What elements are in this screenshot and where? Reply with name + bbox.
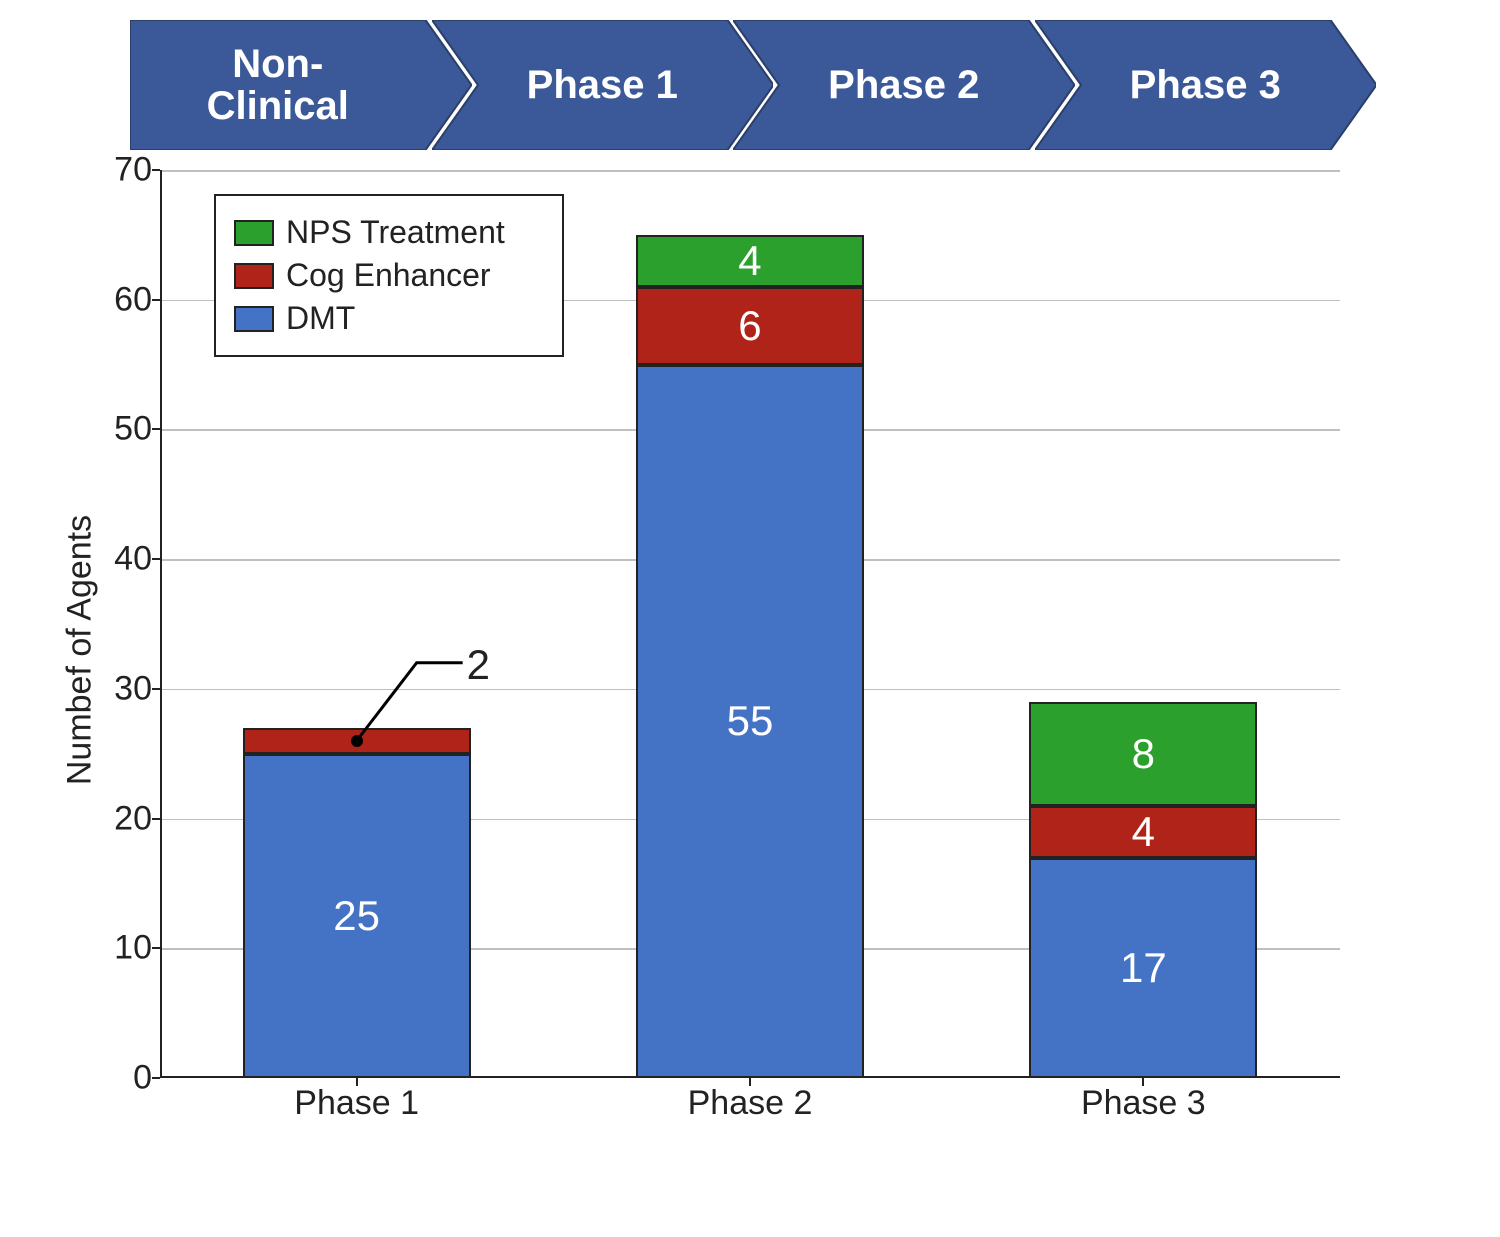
y-tick-label: 20 <box>114 799 152 838</box>
phase-chevron-label: Phase 3 <box>1035 20 1331 150</box>
y-tick-mark <box>152 299 160 301</box>
legend-label: DMT <box>286 300 355 337</box>
legend-label: NPS Treatment <box>286 214 505 251</box>
y-tick-mark <box>152 818 160 820</box>
x-tick-mark <box>749 1078 751 1086</box>
x-tick-label: Phase 3 <box>947 1084 1340 1123</box>
y-tick-label: 10 <box>114 929 152 968</box>
y-tick-mark <box>152 169 160 171</box>
legend-label: Cog Enhancer <box>286 257 491 294</box>
y-tick-label: 0 <box>133 1059 152 1098</box>
y-axis: 010203040506070 <box>60 170 160 1078</box>
y-tick-mark <box>152 428 160 430</box>
callout-dot <box>351 735 363 747</box>
phase-chevron-label: Non-Clinical <box>130 20 426 150</box>
y-tick-mark <box>152 1077 160 1079</box>
y-tick-mark <box>152 947 160 949</box>
y-tick-label: 40 <box>114 540 152 579</box>
y-tick-label: 30 <box>114 669 152 708</box>
legend-swatch <box>234 220 274 246</box>
x-tick-label: Phase 2 <box>553 1084 946 1123</box>
legend: NPS Treatment Cog Enhancer DMT <box>214 194 564 357</box>
x-tick-label: Phase 1 <box>160 1084 553 1123</box>
legend-swatch <box>234 306 274 332</box>
chevron-row: Non-ClinicalPhase 1Phase 2Phase 3 <box>130 20 1340 160</box>
y-tick-mark <box>152 688 160 690</box>
y-tick-label: 60 <box>114 280 152 319</box>
x-tick-mark <box>1142 1078 1144 1086</box>
phase-chevron: Phase 2 <box>733 20 1075 150</box>
legend-item: Cog Enhancer <box>234 257 544 294</box>
phase-chevron: Phase 1 <box>432 20 774 150</box>
x-tick-mark <box>356 1078 358 1086</box>
chart-container: Non-ClinicalPhase 1Phase 2Phase 3 Numbef… <box>60 20 1340 1210</box>
y-tick-label: 50 <box>114 410 152 449</box>
phase-chevron: Non-Clinical <box>130 20 472 150</box>
legend-item: DMT <box>234 300 544 337</box>
y-tick-label: 70 <box>114 151 152 190</box>
y-tick-mark <box>152 558 160 560</box>
plot-area: Numbef of Agents 010203040506070 2555641… <box>160 170 1340 1130</box>
phase-chevron-label: Phase 2 <box>733 20 1029 150</box>
phase-chevron-label: Phase 1 <box>432 20 728 150</box>
callout-label: 2 <box>467 641 490 689</box>
legend-item: NPS Treatment <box>234 214 544 251</box>
legend-swatch <box>234 263 274 289</box>
phase-chevron: Phase 3 <box>1035 20 1377 150</box>
